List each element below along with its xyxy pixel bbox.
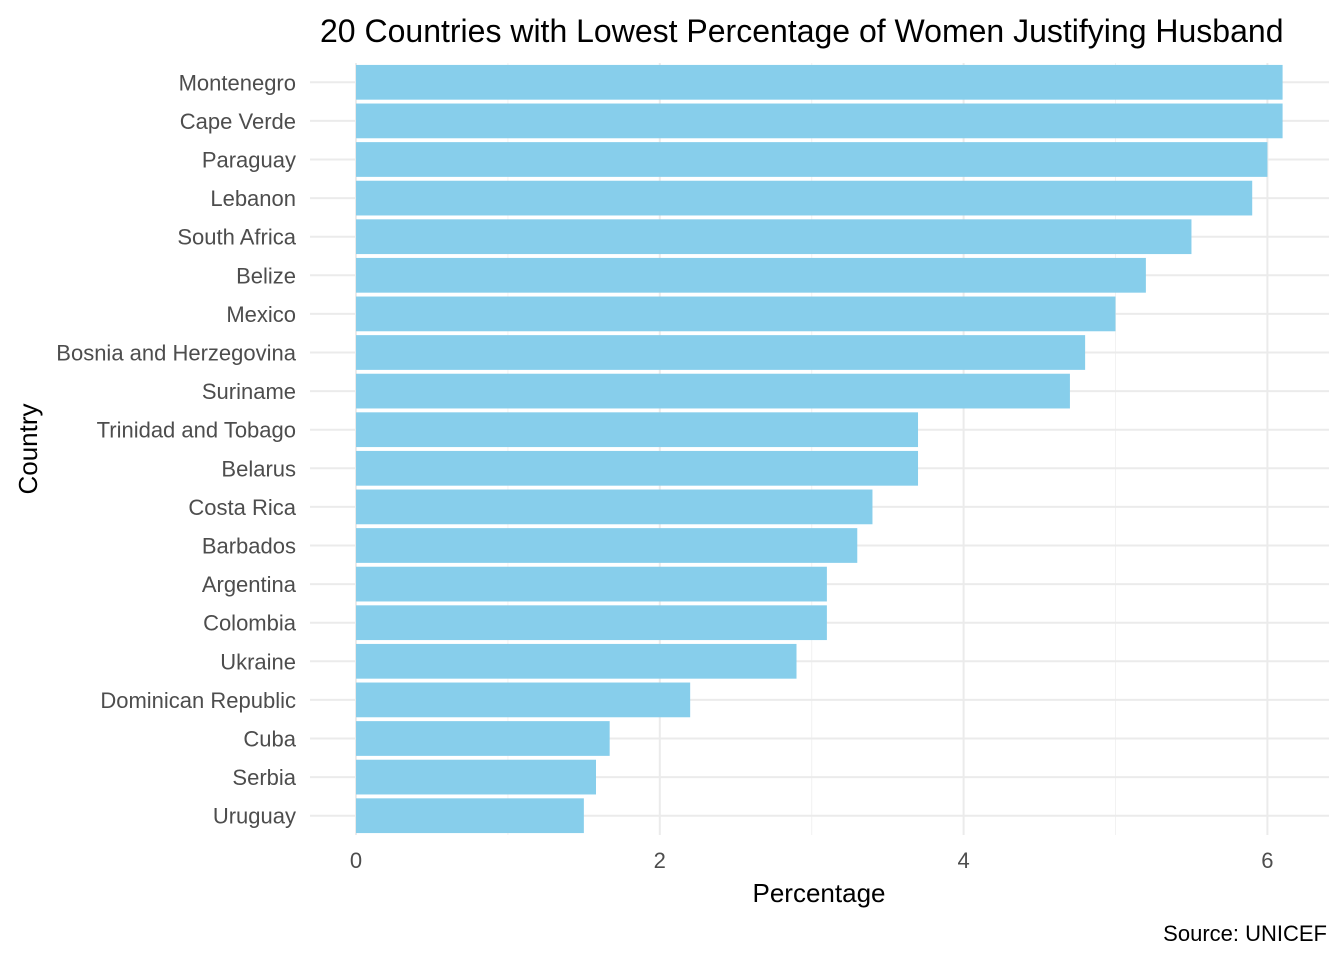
y-tick-label: Suriname (202, 379, 296, 404)
y-tick-label: South Africa (177, 225, 296, 250)
bar (356, 257, 1146, 293)
x-tick-label: 2 (654, 848, 666, 873)
bar (356, 566, 827, 602)
bar (356, 605, 827, 641)
y-tick-labels: Montenegro Cape Verde Paraguay Lebanon South… (56, 70, 296, 828)
source-caption: Source: UNICEF (1163, 921, 1327, 946)
grid-lines (310, 63, 1329, 835)
y-tick-label: Colombia (203, 611, 297, 636)
bar (356, 489, 873, 525)
y-tick-label: Barbados (202, 534, 296, 559)
x-tick-label: 4 (957, 848, 969, 873)
bar (356, 528, 858, 563)
bar (356, 412, 919, 448)
y-tick-label: Serbia (232, 765, 296, 790)
y-axis-label: Country (13, 403, 43, 494)
bar (356, 335, 1086, 370)
bar (356, 682, 691, 718)
y-tick-label: Ukraine (220, 649, 296, 674)
y-tick-label: Costa Rica (188, 495, 296, 520)
bar (356, 64, 1283, 100)
x-tick-labels: 0 2 4 6 (350, 848, 1274, 873)
bar (356, 759, 597, 795)
bar (356, 450, 919, 486)
x-axis-label: Percentage (753, 878, 886, 908)
y-tick-label: Uruguay (213, 804, 296, 829)
bar (356, 180, 1253, 216)
y-tick-label: Cuba (243, 727, 296, 752)
x-tick-label: 6 (1261, 848, 1273, 873)
bar (356, 142, 1268, 177)
y-tick-label: Cape Verde (180, 109, 296, 134)
y-tick-label: Bosnia and Herzegovina (56, 341, 296, 366)
bars (356, 64, 1283, 834)
y-tick-label: Trinidad and Tobago (97, 418, 296, 443)
x-tick-label: 0 (350, 848, 362, 873)
bar (356, 219, 1192, 255)
y-tick-label: Paraguay (202, 148, 296, 173)
chart-title: 20 Countries with Lowest Percentage of W… (320, 13, 1283, 49)
y-tick-label: Dominican Republic (100, 688, 296, 713)
bar (356, 103, 1283, 139)
y-tick-label: Argentina (202, 572, 297, 597)
bar (356, 721, 610, 756)
bar (356, 643, 797, 679)
bar (356, 373, 1070, 409)
y-tick-label: Montenegro (179, 70, 296, 95)
y-tick-label: Mexico (226, 302, 296, 327)
y-tick-label: Belarus (221, 456, 296, 481)
y-tick-label: Belize (236, 263, 296, 288)
bar (356, 296, 1116, 332)
bar (356, 798, 584, 834)
y-tick-label: Lebanon (210, 186, 296, 211)
